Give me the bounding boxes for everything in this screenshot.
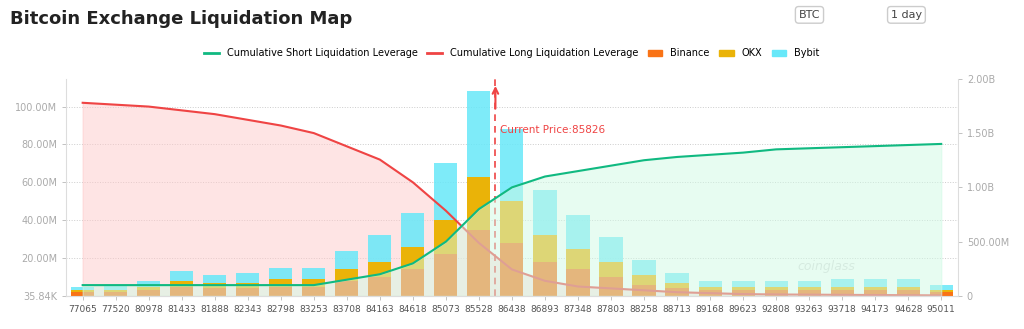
- Bar: [369, 277, 391, 296]
- Bar: [765, 287, 787, 290]
- Legend: Cumulative Short Liquidation Leverage, Cumulative Long Liquidation Leverage, Bin: Cumulative Short Liquidation Leverage, C…: [201, 44, 823, 62]
- Bar: [501, 129, 523, 201]
- Bar: [798, 290, 820, 296]
- Bar: [798, 287, 820, 290]
- Bar: [566, 215, 590, 249]
- Bar: [434, 220, 458, 254]
- Bar: [137, 290, 161, 296]
- Bar: [930, 290, 952, 292]
- Bar: [534, 235, 556, 262]
- Bar: [897, 287, 920, 290]
- Bar: [765, 290, 787, 296]
- Bar: [434, 164, 458, 220]
- Bar: [269, 267, 292, 279]
- Bar: [71, 290, 94, 292]
- Bar: [501, 201, 523, 243]
- Bar: [104, 285, 127, 290]
- Bar: [599, 277, 623, 296]
- Bar: [501, 243, 523, 296]
- Bar: [930, 292, 952, 296]
- Bar: [335, 269, 358, 281]
- Bar: [434, 254, 458, 296]
- Bar: [137, 281, 161, 287]
- Bar: [71, 292, 94, 296]
- Bar: [698, 281, 722, 287]
- Bar: [863, 290, 887, 296]
- Bar: [237, 283, 259, 289]
- Bar: [302, 267, 326, 279]
- Bar: [830, 279, 854, 287]
- Bar: [170, 281, 194, 287]
- Bar: [897, 279, 920, 287]
- Bar: [765, 281, 787, 287]
- Bar: [369, 262, 391, 277]
- Bar: [534, 190, 556, 235]
- Bar: [401, 269, 424, 296]
- Bar: [633, 260, 655, 275]
- Text: Bitcoin Exchange Liquidation Map: Bitcoin Exchange Liquidation Map: [10, 10, 352, 28]
- Bar: [467, 230, 490, 296]
- Bar: [534, 262, 556, 296]
- Bar: [897, 290, 920, 296]
- Bar: [798, 281, 820, 287]
- Bar: [369, 235, 391, 262]
- Bar: [71, 287, 94, 290]
- Bar: [633, 285, 655, 296]
- Bar: [104, 292, 127, 296]
- Bar: [467, 91, 490, 177]
- Bar: [269, 279, 292, 287]
- Bar: [698, 290, 722, 296]
- Bar: [731, 287, 755, 290]
- Bar: [170, 271, 194, 281]
- Bar: [269, 287, 292, 296]
- Bar: [137, 287, 161, 290]
- Text: 1 day: 1 day: [891, 10, 922, 20]
- Bar: [401, 213, 424, 247]
- Bar: [666, 283, 688, 289]
- Bar: [203, 283, 226, 289]
- Bar: [302, 279, 326, 287]
- Bar: [731, 290, 755, 296]
- Bar: [401, 247, 424, 269]
- Bar: [731, 281, 755, 287]
- Bar: [599, 237, 623, 262]
- Bar: [863, 279, 887, 287]
- Text: BTC: BTC: [799, 10, 820, 20]
- Bar: [104, 290, 127, 292]
- Bar: [467, 177, 490, 230]
- Bar: [335, 250, 358, 269]
- Bar: [302, 287, 326, 296]
- Bar: [237, 273, 259, 283]
- Bar: [666, 289, 688, 296]
- Text: coinglass: coinglass: [798, 260, 855, 273]
- Bar: [830, 287, 854, 290]
- Text: Current Price:85826: Current Price:85826: [501, 125, 605, 135]
- Bar: [170, 287, 194, 296]
- Bar: [566, 269, 590, 296]
- Bar: [830, 290, 854, 296]
- Bar: [203, 275, 226, 283]
- Bar: [863, 287, 887, 290]
- Bar: [666, 273, 688, 283]
- Bar: [237, 289, 259, 296]
- Bar: [566, 249, 590, 269]
- Bar: [633, 275, 655, 285]
- Bar: [698, 287, 722, 290]
- Bar: [930, 285, 952, 290]
- Bar: [203, 289, 226, 296]
- Bar: [599, 262, 623, 277]
- Bar: [335, 281, 358, 296]
